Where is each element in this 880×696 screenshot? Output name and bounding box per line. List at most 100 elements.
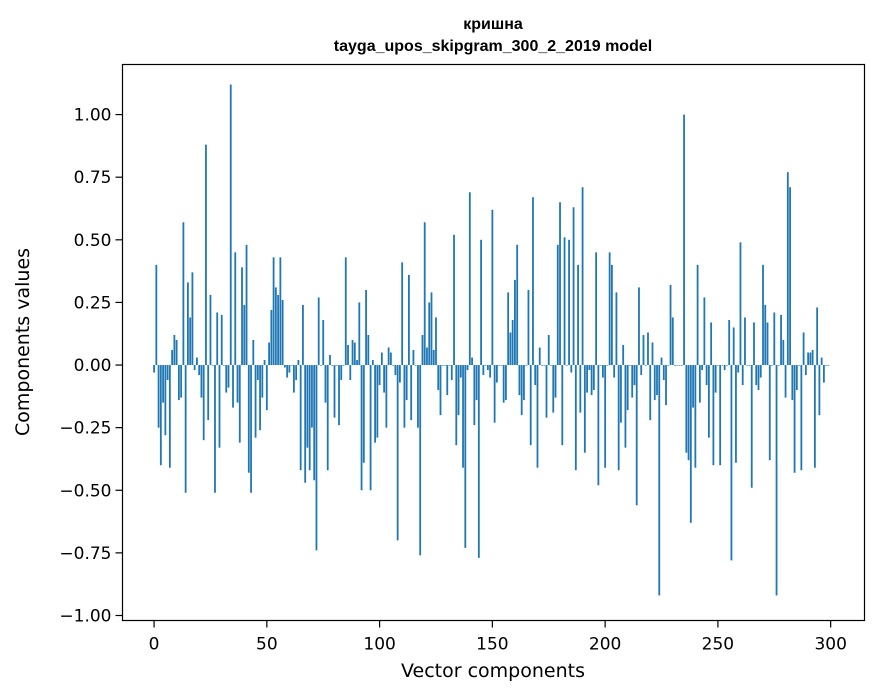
bar-98 <box>374 365 376 443</box>
bar-165 <box>525 365 528 366</box>
bar-153 <box>498 365 501 366</box>
bar-251 <box>719 365 722 466</box>
bar-123 <box>430 292 433 366</box>
bar-92 <box>360 365 363 491</box>
bar-1 <box>155 264 158 366</box>
bar-287 <box>800 365 803 471</box>
bar-130 <box>446 365 449 396</box>
bar-296 <box>820 357 823 366</box>
y-tick-label: 0.00 <box>74 356 112 376</box>
bar-59 <box>286 365 289 378</box>
bar-263 <box>746 365 749 366</box>
bar-20 <box>198 365 201 376</box>
bar-276 <box>775 365 778 596</box>
bar-163 <box>520 365 523 416</box>
bar-171 <box>538 347 541 366</box>
bar-228 <box>667 365 670 366</box>
bar-69 <box>308 365 311 471</box>
bar-129 <box>444 365 446 366</box>
bar-99 <box>376 365 379 438</box>
bar-58 <box>283 365 286 368</box>
y-tick-label: 1.00 <box>74 106 112 126</box>
bar-146 <box>482 365 485 376</box>
bar-185 <box>570 365 573 373</box>
bar-272 <box>766 322 769 366</box>
bar-248 <box>712 365 715 466</box>
x-axis-label: Vector components <box>401 660 585 682</box>
bar-46 <box>256 365 259 381</box>
bar-157 <box>507 292 510 366</box>
bar-37 <box>236 365 239 403</box>
bar-265 <box>750 365 753 488</box>
bar-109 <box>399 365 401 383</box>
x-tick-label: 150 <box>476 635 508 655</box>
bar-25 <box>209 294 212 366</box>
x-tick-label: 300 <box>814 635 846 655</box>
bar-65 <box>299 365 302 471</box>
bar-27 <box>214 365 216 493</box>
bar-212 <box>631 365 634 398</box>
bar-279 <box>782 340 785 366</box>
bar-113 <box>408 274 410 366</box>
bar-42 <box>247 365 250 473</box>
bar-15 <box>187 282 189 366</box>
bar-220 <box>649 365 652 421</box>
bar-210 <box>626 365 629 411</box>
bar-35 <box>232 365 234 408</box>
bar-96 <box>369 365 372 491</box>
bar-61 <box>290 365 293 366</box>
bar-83 <box>340 365 343 381</box>
bar-243 <box>701 365 704 371</box>
bar-112 <box>405 365 408 401</box>
bar-275 <box>773 312 776 366</box>
bar-38 <box>238 365 241 443</box>
bar-208 <box>622 345 625 366</box>
bar-91 <box>358 302 361 366</box>
bar-26 <box>211 365 214 366</box>
bar-87 <box>349 365 352 381</box>
bar-180 <box>559 202 561 366</box>
bar-161 <box>516 244 519 366</box>
bar-19 <box>196 357 198 366</box>
bar-293 <box>813 365 816 468</box>
bar-24 <box>207 365 210 421</box>
chart-subtitle: tayga_upos_skipgram_300_2_2019 model <box>334 38 652 55</box>
bar-227 <box>665 365 667 406</box>
bar-12 <box>180 365 183 398</box>
bar-284 <box>793 365 796 473</box>
x-tick-label: 200 <box>589 635 621 655</box>
bar-106 <box>392 365 395 366</box>
bar-217 <box>642 334 645 366</box>
bar-205 <box>615 292 618 366</box>
bar-108 <box>396 365 399 541</box>
bar-230 <box>671 317 674 366</box>
bar-62 <box>293 365 295 393</box>
bar-115 <box>412 350 415 366</box>
bar-176 <box>550 365 552 366</box>
bar-116 <box>414 365 417 366</box>
bar-127 <box>439 365 442 416</box>
bar-193 <box>588 365 591 371</box>
bar-154 <box>500 365 503 366</box>
bar-40 <box>243 304 246 366</box>
plot-frame <box>121 63 866 622</box>
bar-14 <box>184 365 187 493</box>
bar-222 <box>653 365 656 401</box>
bar-150 <box>491 209 494 366</box>
y-tick-label: 0.75 <box>74 168 112 188</box>
bar-4 <box>162 365 164 403</box>
bar-60 <box>288 365 291 373</box>
bar-182 <box>563 237 566 366</box>
bar-237 <box>687 365 690 461</box>
x-tick-label: 0 <box>149 635 160 655</box>
bar-30 <box>220 314 223 366</box>
bar-229 <box>669 284 672 366</box>
bar-215 <box>638 287 640 366</box>
bar-244 <box>703 297 706 366</box>
y-axis-ticks: −1.00 −0.75 −0.50 −0.25 0.00 0.25 0.50 0.75 1.00 <box>59 106 123 626</box>
bar-259 <box>737 365 740 373</box>
bar-184 <box>568 239 570 366</box>
bar-142 <box>473 365 476 426</box>
bar-39 <box>241 267 243 366</box>
bar-231 <box>674 365 676 366</box>
